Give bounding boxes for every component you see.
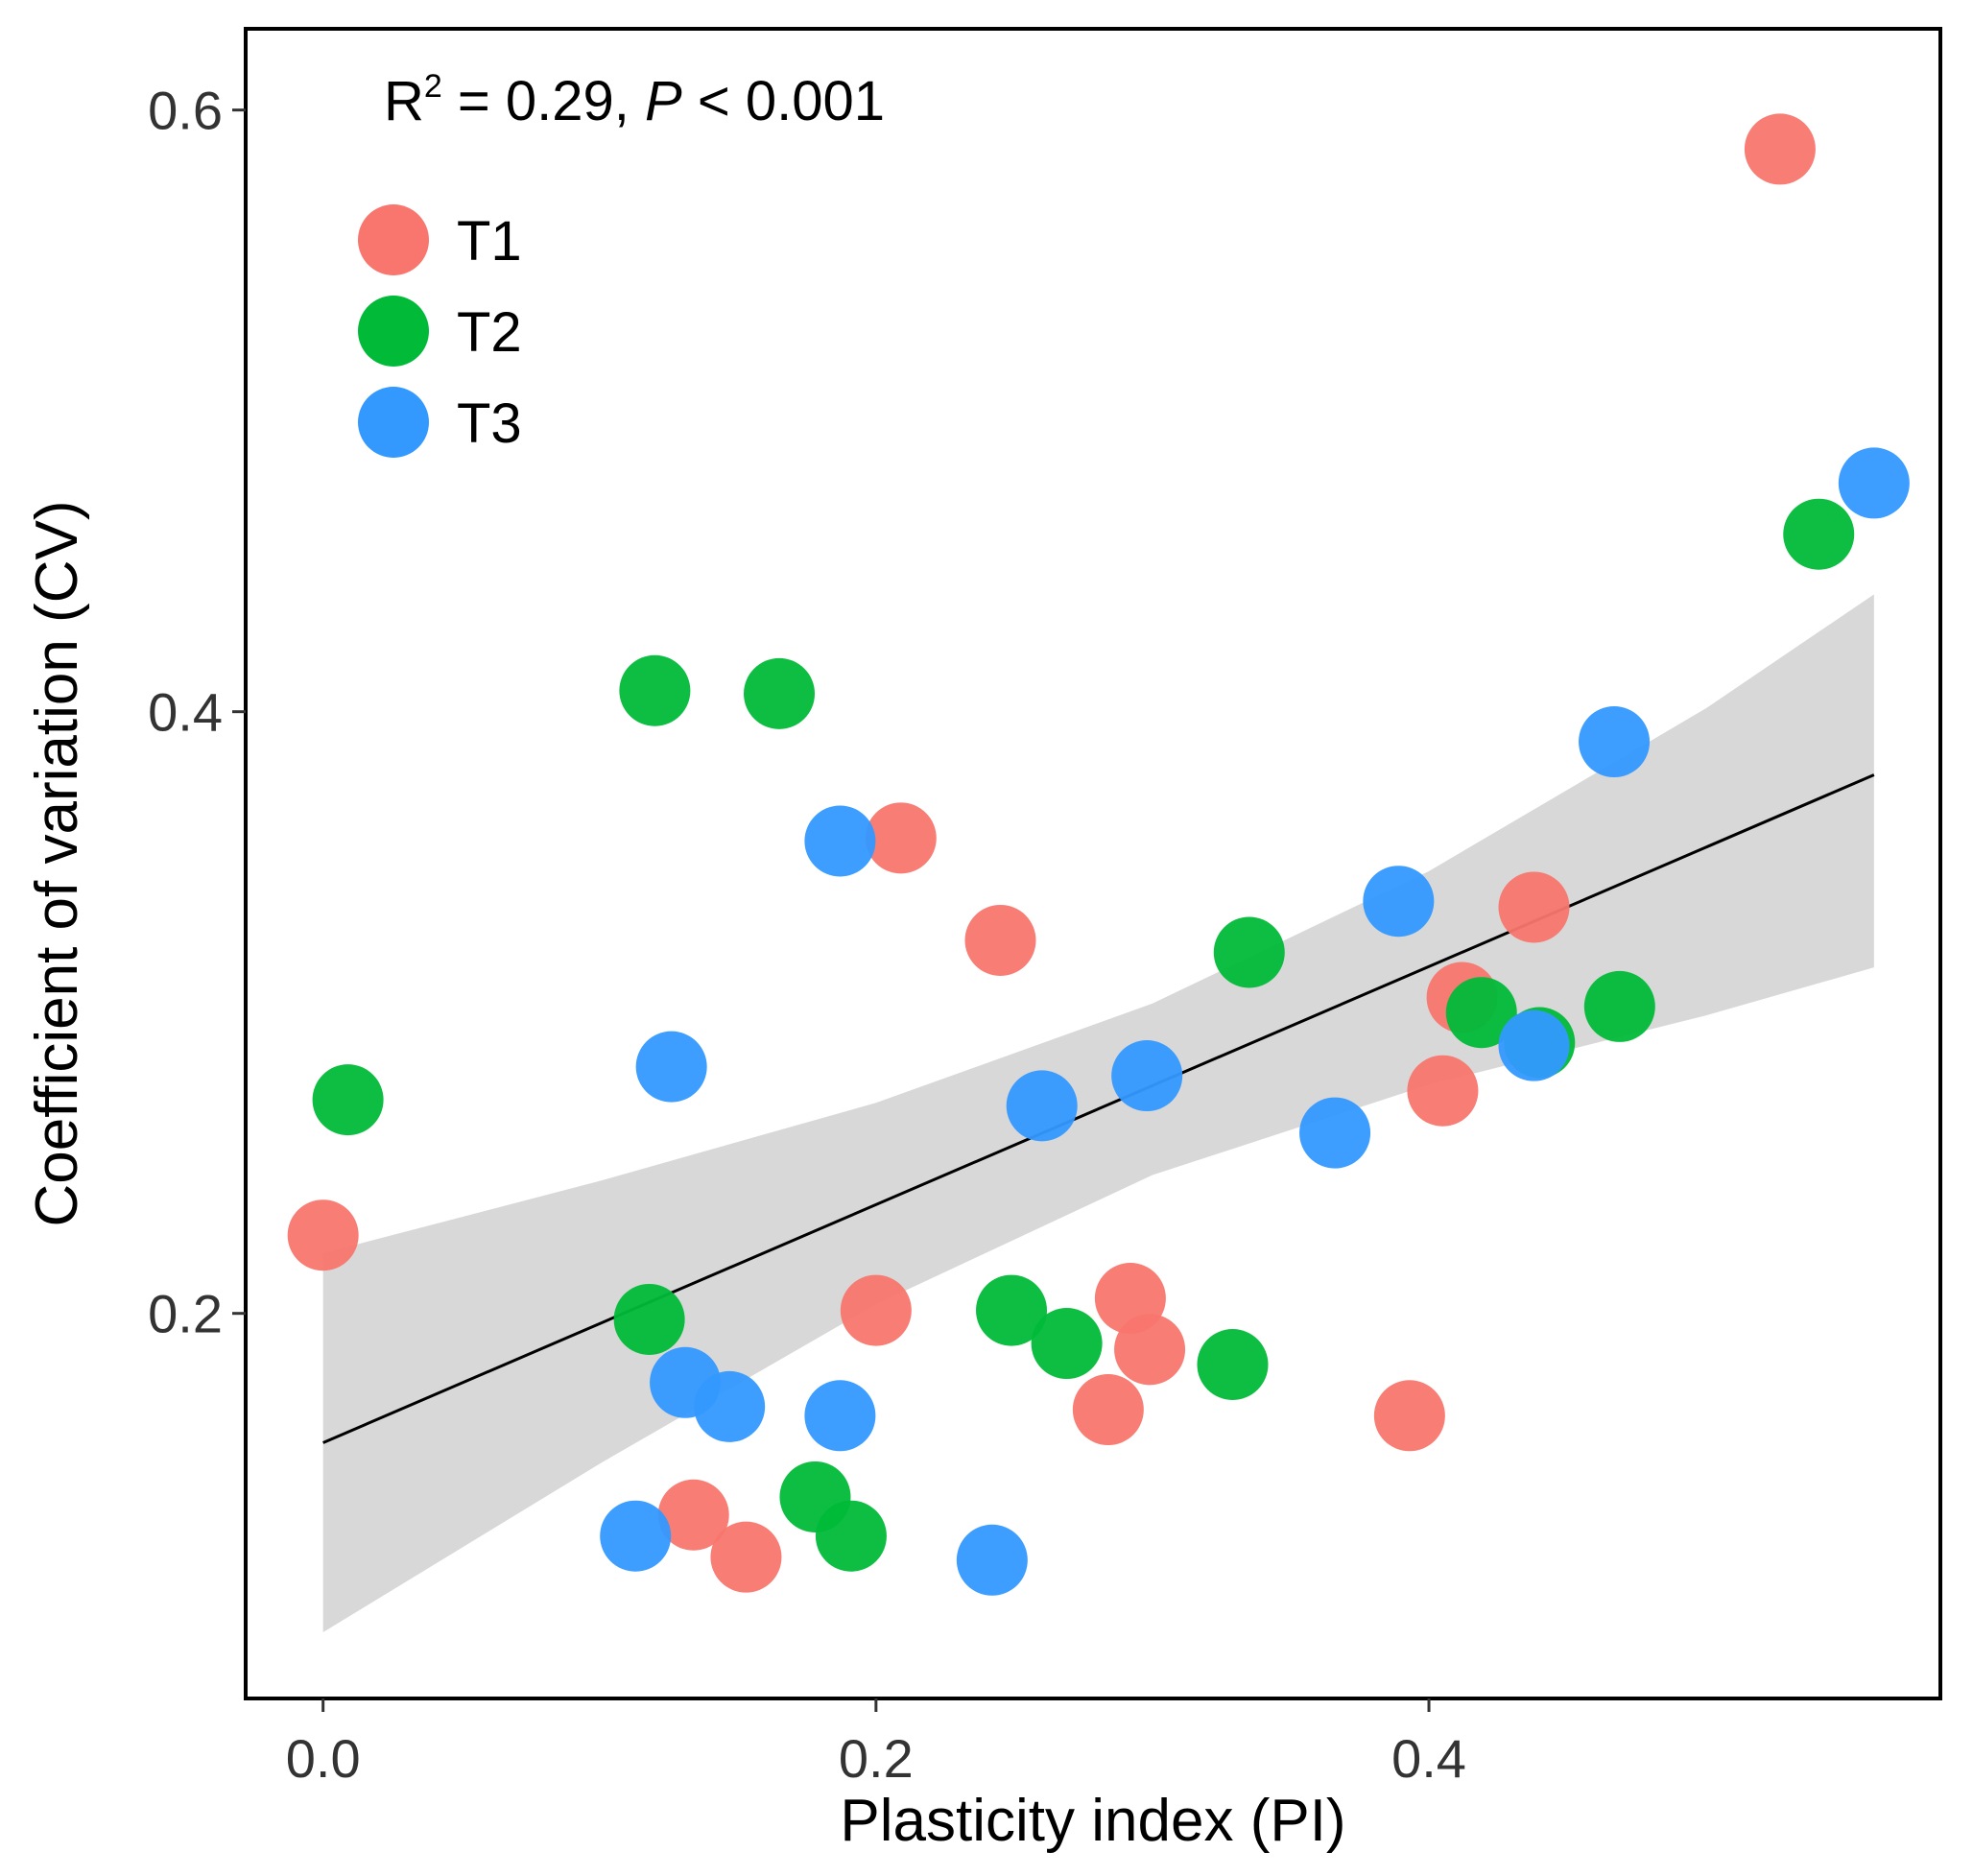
point-t2-9 [1197,1329,1269,1400]
point-t2-4 [744,657,816,729]
x-tick-label: 0.0 [286,1728,361,1789]
point-t1-7 [1072,1374,1144,1446]
point-t1-11 [1407,1055,1479,1127]
point-t2-10 [1213,916,1285,988]
point-t2-3 [619,654,691,726]
point-t3-10 [1299,1097,1371,1169]
point-t2-8 [1031,1308,1103,1380]
r2-annotation: R2 = 0.29, P < 0.001 [384,68,885,132]
x-axis-title: Plasticity index (PI) [840,1788,1345,1854]
point-t2-14 [1783,498,1855,570]
legend-label-t2: T2 [457,301,522,364]
point-t3-2 [635,1031,707,1103]
legend-label-t1: T1 [457,210,522,273]
plot-frame [244,27,1942,1700]
y-tick-label: 0.6 [148,81,223,141]
point-t1-1 [287,1199,359,1271]
point-t3-12 [1498,1009,1570,1081]
point-t3-14 [1838,447,1910,519]
point-t2-1 [312,1064,384,1136]
r-label: R [384,70,424,132]
legend-label-t3: T3 [457,392,522,455]
legend-marker-t1 [358,204,429,275]
legend: T1 T2 T3 [358,204,522,458]
p-label: P [645,70,682,132]
point-t3-1 [600,1500,672,1572]
legend-marker-t3 [358,387,429,458]
r-value: = 0.29, [442,70,645,132]
point-t2-7 [976,1274,1048,1346]
point-t1-3 [710,1521,782,1593]
point-t1-4 [840,1274,912,1346]
y-axis-title: Coefficient of variation (CV) [24,501,90,1227]
point-t3-6 [804,805,876,877]
point-t1-5 [865,802,937,874]
point-t1-2 [657,1479,729,1551]
point-t1-10 [1373,1380,1445,1452]
x-axis-ticks: 0.0 0.2 0.4 [286,1698,1466,1789]
y-tick-label: 0.4 [148,682,223,743]
fit-line [322,773,1875,1444]
point-t2-2 [613,1283,685,1355]
x-tick-label: 0.2 [839,1728,914,1789]
point-t3-4 [694,1370,766,1442]
point-t3-5 [804,1380,876,1452]
point-t2-11 [1445,977,1517,1049]
legend-marker-t2 [358,296,429,367]
points-layer [287,113,1910,1596]
r-superscript: 2 [424,68,442,105]
point-t1-9 [1114,1314,1186,1386]
point-t1-6 [964,904,1036,976]
fit-line-layer [322,773,1875,1444]
point-t1-13 [1498,871,1570,943]
point-t3-11 [1363,866,1435,938]
point-t3-13 [1579,706,1651,778]
point-t2-13 [1583,970,1655,1042]
y-axis-ticks: 0.2 0.4 0.6 [148,81,246,1344]
point-t3-8 [1006,1070,1078,1142]
y-tick-label: 0.2 [148,1284,223,1344]
p-value: < 0.001 [682,70,885,132]
point-t3-7 [956,1524,1028,1596]
point-t3-9 [1111,1040,1183,1112]
point-t2-6 [815,1500,887,1572]
x-tick-label: 0.4 [1391,1728,1466,1789]
point-t1-14 [1744,113,1816,185]
